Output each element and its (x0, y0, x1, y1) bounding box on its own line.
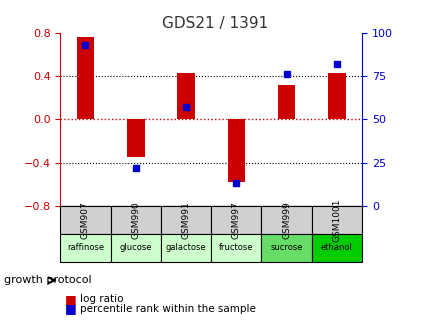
Bar (327, 73, 345, 119)
Text: growth protocol: growth protocol (4, 275, 92, 284)
Bar (60, 234, 111, 262)
Bar (211, 234, 261, 262)
Bar (261, 206, 311, 234)
Bar (111, 234, 160, 262)
Text: log ratio: log ratio (80, 294, 123, 304)
Text: GSM997: GSM997 (231, 201, 240, 239)
Text: ■: ■ (64, 293, 76, 306)
Bar (60, 206, 111, 234)
Text: glucose: glucose (119, 243, 152, 252)
Bar (160, 206, 211, 234)
Bar (111, 206, 160, 234)
Text: GSM990: GSM990 (131, 201, 140, 239)
Text: percentile rank within the sample: percentile rank within the sample (80, 304, 255, 314)
Bar (77, 37, 94, 119)
Text: fructose: fructose (218, 243, 253, 252)
Text: raffinose: raffinose (67, 243, 104, 252)
Bar (227, 119, 245, 182)
Text: GSM1001: GSM1001 (332, 198, 341, 242)
Text: GDS21 / 1391: GDS21 / 1391 (162, 16, 268, 31)
Bar (127, 119, 144, 157)
Text: sucrose: sucrose (270, 243, 302, 252)
Text: ■: ■ (64, 302, 76, 316)
Bar (211, 206, 261, 234)
Bar (311, 206, 361, 234)
Text: GSM907: GSM907 (81, 201, 90, 239)
Bar (160, 234, 211, 262)
Text: ethanol: ethanol (320, 243, 352, 252)
Text: galactose: galactose (166, 243, 206, 252)
Bar (261, 234, 311, 262)
Bar (177, 73, 194, 119)
Bar (277, 85, 295, 119)
Bar (311, 234, 361, 262)
Text: GSM991: GSM991 (181, 201, 190, 239)
Text: GSM999: GSM999 (282, 201, 290, 239)
